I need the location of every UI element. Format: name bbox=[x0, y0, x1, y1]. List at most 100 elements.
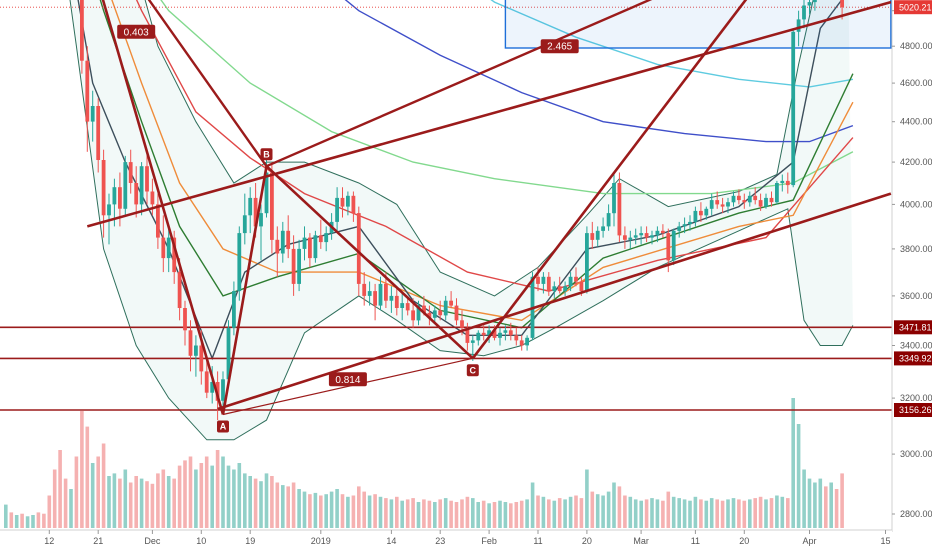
volume-bar bbox=[351, 495, 356, 528]
candle-body bbox=[291, 248, 296, 284]
candle-body bbox=[617, 183, 622, 236]
candle-body bbox=[275, 239, 280, 254]
volume-bar bbox=[204, 456, 209, 528]
pattern-diagonal-bd[interactable] bbox=[266, 0, 794, 168]
pattern-leg-ab[interactable] bbox=[221, 165, 268, 415]
volume-bar bbox=[47, 495, 52, 528]
volume-bar bbox=[14, 515, 19, 528]
volume-bar bbox=[226, 465, 231, 528]
pattern-point-c-marker[interactable] bbox=[466, 364, 479, 377]
volume-bar bbox=[720, 500, 725, 528]
price-axis-tick-label: 3200.00 bbox=[900, 393, 932, 403]
price-label-box[interactable] bbox=[894, 351, 932, 366]
candle-body bbox=[612, 183, 616, 214]
volume-bar bbox=[416, 502, 421, 528]
candle-body bbox=[199, 345, 204, 372]
candle-body bbox=[655, 230, 660, 236]
volume-bar bbox=[595, 494, 600, 528]
candle-body bbox=[378, 283, 383, 306]
pattern-point-b-marker[interactable] bbox=[260, 148, 273, 161]
candle-body bbox=[427, 312, 432, 318]
pattern-leg-cd[interactable] bbox=[471, 0, 793, 360]
price-label-text: 5020.21 bbox=[899, 2, 932, 12]
price-axis[interactable]: 2800.00 3000.00 3200.00 3400.00 3600.00 3800.… bbox=[891, 0, 932, 550]
volume-bar bbox=[96, 456, 100, 528]
candle-body bbox=[666, 233, 671, 261]
pattern-leg-xa[interactable] bbox=[71, 0, 225, 415]
candle-body bbox=[731, 195, 736, 203]
price-axis-tick-label: 3600.00 bbox=[900, 291, 932, 301]
candle-body bbox=[481, 332, 486, 336]
candle-body bbox=[682, 224, 687, 227]
candle-body bbox=[172, 237, 177, 273]
candle-body bbox=[443, 300, 448, 316]
candle-body bbox=[156, 204, 160, 238]
volume-bar bbox=[758, 496, 763, 528]
volume-bar bbox=[405, 499, 410, 528]
candle-body bbox=[807, 2, 812, 6]
volume-bar bbox=[617, 486, 622, 528]
time-axis-tick-label: 23 bbox=[435, 536, 445, 546]
volume-bar bbox=[166, 476, 171, 528]
candle-body bbox=[318, 235, 323, 243]
candle-body bbox=[677, 226, 682, 231]
volume-bar bbox=[20, 513, 24, 528]
pattern-leg-bc[interactable] bbox=[265, 165, 474, 360]
volume-bar bbox=[557, 498, 562, 528]
price-axis-tick-label: 3000.00 bbox=[900, 449, 932, 459]
volume-bar bbox=[574, 495, 578, 528]
candle-body bbox=[405, 303, 410, 311]
pattern-point-label: C bbox=[470, 366, 477, 376]
candle-body bbox=[709, 200, 714, 209]
candle-body bbox=[699, 210, 703, 216]
volume-bar bbox=[36, 512, 41, 528]
candle-body bbox=[177, 272, 182, 308]
candle-body bbox=[470, 340, 475, 343]
volume-bar bbox=[769, 498, 774, 528]
volume-bar bbox=[585, 469, 589, 528]
time-axis-tick-label: 11 bbox=[691, 536, 700, 546]
price-label-box[interactable] bbox=[894, 320, 932, 335]
volume-bar bbox=[492, 502, 497, 528]
price-label-box[interactable] bbox=[894, 403, 932, 417]
candle-body bbox=[416, 305, 421, 321]
pattern-point-a-marker[interactable] bbox=[217, 420, 229, 433]
candle-body bbox=[715, 200, 720, 205]
candle-body bbox=[280, 230, 285, 254]
candle-body bbox=[769, 197, 774, 203]
volume-bar bbox=[378, 496, 383, 528]
candle-body bbox=[194, 345, 198, 356]
pattern-diagonal-xb[interactable] bbox=[71, 0, 268, 167]
candle-body bbox=[508, 330, 513, 336]
volume-bar bbox=[9, 512, 14, 528]
candle-body bbox=[422, 305, 426, 313]
volume-bar bbox=[118, 478, 122, 528]
candle-body bbox=[742, 200, 747, 203]
candle-body bbox=[449, 300, 453, 306]
volume-bar bbox=[552, 500, 557, 528]
candle-body bbox=[367, 291, 372, 296]
time-axis[interactable]: 12 21 Dec 10 19 2019 14 23 Feb 11 20 Mar 11 20 Apr 15 bbox=[0, 529, 892, 550]
trendline[interactable] bbox=[86, 0, 892, 228]
candle-body bbox=[704, 208, 709, 216]
time-axis-tick-label: 21 bbox=[93, 536, 103, 546]
volume-bar bbox=[780, 496, 785, 528]
candle-body bbox=[758, 200, 763, 207]
price-axis-tick-label: 3800.00 bbox=[900, 244, 932, 254]
volume-bar bbox=[764, 499, 768, 528]
volume-bar bbox=[509, 503, 513, 528]
volume-bar bbox=[422, 499, 426, 528]
price-label-box[interactable] bbox=[894, 0, 932, 15]
time-axis-tick-label: Apr bbox=[802, 536, 816, 546]
volume-bar bbox=[623, 495, 627, 528]
candle-body bbox=[813, 0, 817, 3]
volume-bar bbox=[259, 481, 263, 528]
volume-bar bbox=[188, 456, 193, 528]
candle-body bbox=[465, 327, 470, 343]
volume-bar bbox=[172, 478, 176, 528]
pattern-diagonal-ac[interactable] bbox=[222, 357, 473, 416]
candle-body bbox=[796, 19, 801, 32]
time-axis-tick-label: Mar bbox=[633, 536, 649, 546]
